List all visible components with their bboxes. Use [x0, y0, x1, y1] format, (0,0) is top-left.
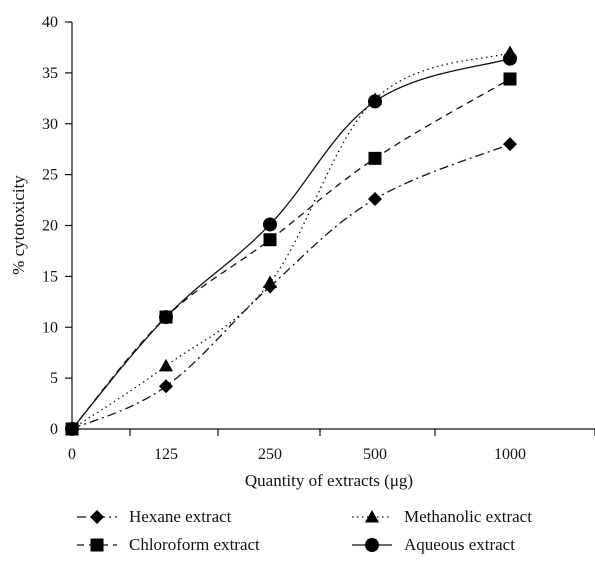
y-tick-label: 25 — [42, 167, 58, 184]
x-tick-label: 250 — [258, 446, 282, 463]
y-tick-label: 30 — [42, 116, 58, 133]
legend-label: Hexane extract — [129, 507, 232, 526]
circle-point — [159, 310, 173, 325]
legend-label: Chloroform extract — [129, 535, 260, 554]
series-layer — [65, 45, 517, 436]
diamond-point — [159, 379, 173, 394]
circle-point — [65, 422, 79, 436]
triangle-point — [159, 358, 173, 372]
circle-point — [263, 217, 277, 232]
series-methanolic-extract — [65, 45, 517, 435]
y-tick-label: 20 — [42, 218, 58, 235]
y-tick-label: 10 — [42, 319, 58, 336]
axes — [71, 22, 595, 430]
legend-triangle-icon — [365, 510, 379, 523]
legend-item: Aqueous extract — [352, 535, 515, 554]
x-tick-label: 125 — [154, 446, 178, 463]
legend-circle-icon — [365, 538, 379, 552]
triangle-point — [263, 275, 277, 288]
x-tick-label: 0 — [68, 446, 76, 463]
y-tick-label: 5 — [50, 370, 58, 387]
x-tick-label: 500 — [363, 446, 387, 463]
series-line — [71, 58, 511, 430]
series-chloroform-extract — [65, 72, 517, 436]
y-tick-label: 15 — [42, 268, 58, 285]
series-line — [71, 78, 511, 430]
y-tick-label: 35 — [42, 65, 58, 82]
square-point — [503, 72, 517, 86]
legend-label: Methanolic extract — [404, 507, 532, 526]
diamond-point — [503, 137, 517, 152]
circle-point — [368, 94, 382, 109]
y-tick-label: 40 — [42, 14, 58, 31]
legend-label: Aqueous extract — [404, 535, 515, 554]
legend: Hexane extract Methanolic extract Chlorofo… — [77, 507, 532, 554]
legend-item: Chloroform extract — [77, 535, 260, 554]
x-tick-label: 1000 — [494, 446, 526, 463]
square-point — [263, 233, 277, 247]
y-tick-label: 0 — [50, 421, 58, 438]
y-axis-title: % cytotoxicity — [9, 175, 28, 275]
legend-square-icon — [90, 538, 104, 552]
y-ticks: 0 5 10 15 20 25 30 35 40 — [42, 14, 72, 438]
series-aqueous-extract — [65, 51, 517, 436]
legend-item: Hexane extract — [77, 507, 232, 526]
legend-item: Methanolic extract — [352, 507, 532, 526]
series-line — [71, 51, 511, 430]
x-ticks: 0 125 250 500 1000 — [68, 429, 595, 463]
x-axis-title: Quantity of extracts (μg) — [245, 471, 413, 490]
square-point — [368, 151, 382, 165]
circle-point — [503, 51, 517, 66]
legend-diamond-icon — [90, 510, 104, 524]
series-line — [71, 143, 511, 430]
series-hexane-extract — [65, 137, 517, 436]
diamond-point — [368, 192, 382, 207]
